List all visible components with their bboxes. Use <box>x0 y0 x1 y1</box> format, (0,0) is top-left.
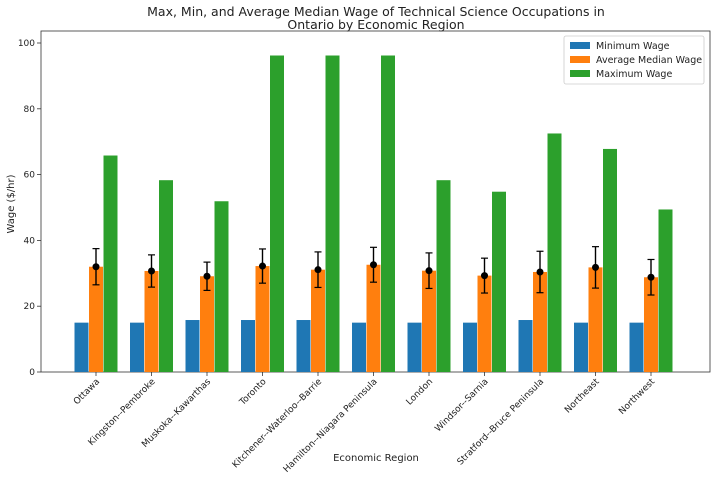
x-tick-label: Ottawa <box>72 377 102 407</box>
bar-minimum-wage <box>407 322 422 372</box>
legend-label: Maximum Wage <box>596 69 672 80</box>
bar-minimum-wage <box>629 322 644 372</box>
x-tick-label: London <box>405 377 435 407</box>
bar-average-median-wage <box>89 266 103 372</box>
bar-minimum-wage <box>185 320 200 372</box>
x-tick-label: Toronto <box>237 377 269 409</box>
bar-maximum-wage <box>492 191 506 372</box>
bar-average-median-wage <box>644 277 658 372</box>
bar-maximum-wage <box>159 180 173 372</box>
bar-minimum-wage <box>296 320 311 372</box>
bar-average-median-wage <box>311 269 325 372</box>
bar-maximum-wage <box>270 55 284 372</box>
legend: Minimum Wage Average Median Wage Maximum W… <box>563 35 705 85</box>
y-tick-label: 0 <box>29 368 35 378</box>
bar-minimum-wage <box>518 320 533 372</box>
bar-average-median-wage <box>477 275 492 372</box>
legend-box <box>563 35 705 85</box>
average-point <box>92 263 100 271</box>
x-tick-label: Kitchener--Waterloo--Barrie <box>231 377 325 471</box>
y-axis-label: Wage ($/hr) <box>6 174 17 233</box>
bar-average-median-wage <box>422 270 436 372</box>
x-axis-label: Economic Region <box>333 453 419 464</box>
chart-title-line-2: Ontario by Economic Region <box>287 17 464 32</box>
average-point <box>148 267 155 275</box>
average-point <box>259 262 266 270</box>
average-point <box>370 261 377 269</box>
legend-swatch <box>570 56 590 63</box>
average-point <box>314 266 322 274</box>
bar-minimum-wage <box>74 322 89 372</box>
bar-maximum-wage <box>381 55 395 372</box>
bar-maximum-wage <box>325 55 340 372</box>
average-point <box>592 263 599 271</box>
y-tick-label: 60 <box>24 171 36 181</box>
legend-label: Average Median Wage <box>596 55 702 66</box>
bar-maximum-wage <box>436 180 451 372</box>
average-point <box>647 273 655 281</box>
bar-maximum-wage <box>603 148 617 372</box>
y-tick-label: 20 <box>24 302 36 312</box>
bar-minimum-wage <box>352 322 366 372</box>
average-point <box>481 272 488 280</box>
bar-average-median-wage <box>588 267 603 372</box>
average-point <box>536 268 544 276</box>
x-tick-label: Northeast <box>563 377 602 416</box>
x-tick-label: Northwest <box>617 377 657 417</box>
plot-area: 020406080100OttawaKingston--PembrokeMusk… <box>18 30 711 475</box>
y-tick-label: 80 <box>24 105 36 115</box>
chart-title-line-1: Max, Min, and Average Median Wage of Tec… <box>147 4 605 19</box>
bar-average-median-wage <box>200 276 214 372</box>
legend-label: Minimum Wage <box>596 41 670 52</box>
average-point <box>425 267 433 275</box>
bar-average-median-wage <box>366 264 381 372</box>
y-tick-label: 40 <box>24 236 36 246</box>
bar-maximum-wage <box>658 209 673 372</box>
bar-minimum-wage <box>130 322 144 372</box>
bar-minimum-wage <box>241 320 255 372</box>
bar-minimum-wage <box>463 322 477 372</box>
bar-average-median-wage <box>533 271 547 372</box>
bar-average-median-wage <box>144 270 159 372</box>
legend-swatch <box>570 42 590 49</box>
bar-maximum-wage <box>214 201 229 372</box>
legend-swatch <box>570 70 590 77</box>
x-tick-label: Windsor--Sarnia <box>433 377 490 434</box>
bar-maximum-wage <box>547 133 562 372</box>
bar-maximum-wage <box>103 155 118 372</box>
average-point <box>203 272 211 280</box>
bar-average-median-wage <box>255 266 270 372</box>
bar-minimum-wage <box>574 322 588 372</box>
y-tick-label: 100 <box>18 39 35 49</box>
